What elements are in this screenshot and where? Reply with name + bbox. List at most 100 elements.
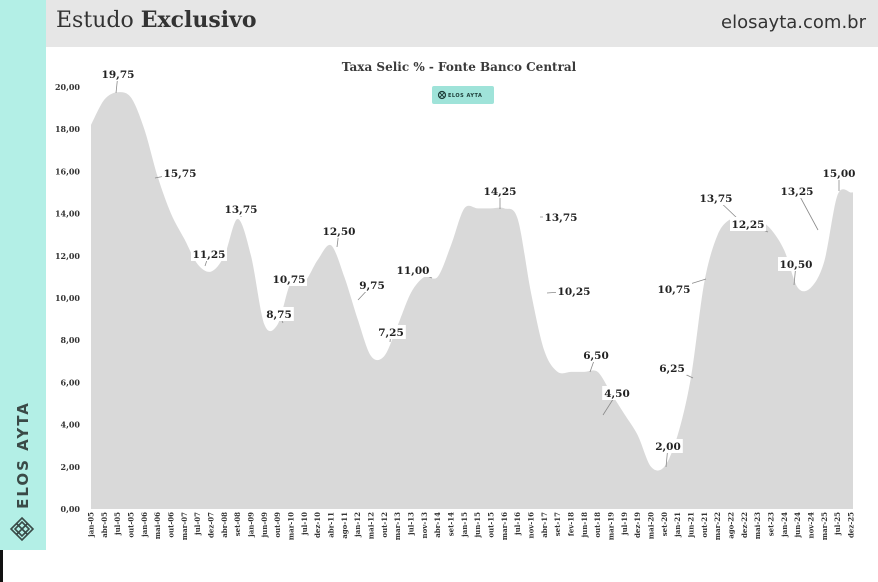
data-label: 15,00 [823,168,856,180]
x-tick-label: nov-24 [807,512,816,539]
x-tick-label: mai-20 [647,512,656,539]
x-tick-label: mar-07 [180,512,189,540]
data-label: 7,25 [378,327,404,339]
x-tick-label: jul-07 [193,512,202,536]
x-tick-label: jan-15 [460,512,469,538]
data-label-box [264,307,294,321]
data-label: 10,75 [658,284,691,296]
data-label-box [191,247,227,261]
corner-mark [0,550,3,582]
data-label-box [730,217,766,231]
x-tick-label: out-21 [700,512,709,538]
data-label-box [821,166,857,180]
data-label: 15,75 [164,168,197,180]
x-tick-label: jan-09 [247,512,256,538]
chart-title: Taxa Selic % - Fonte Banco Central [342,60,577,74]
data-label: 9,75 [359,280,385,292]
data-label-box [581,348,611,362]
data-label: 12,25 [732,219,765,231]
data-label: 11,25 [193,249,226,261]
data-label: 4,50 [604,388,630,400]
x-tick-label: set-17 [553,512,562,536]
data-label-box [778,257,814,271]
data-label: 6,50 [583,350,609,362]
x-tick-label: nov-16 [527,512,536,539]
x-tick-label: jan-24 [780,512,789,538]
data-label: 14,25 [484,186,517,198]
x-tick-label: abr-11 [327,512,336,538]
series-area [91,92,853,509]
page-header: Estudo Exclusivo elosayta.com.br [46,0,878,47]
data-label-box [395,263,431,277]
data-label-box [602,386,632,400]
y-tick-label: 12,00 [55,251,80,261]
elos-ayta-logo-icon [9,516,35,542]
x-tick-label: set-23 [767,512,776,536]
x-tick-label: nov-13 [420,512,429,539]
x-tick-label: jul-13 [407,512,416,536]
y-tick-label: 8,00 [61,335,81,345]
x-tick-label: set-08 [233,512,242,536]
x-tick-label: mar-10 [287,512,296,540]
sidebar-accent-bar [0,0,46,550]
data-label-box [656,282,692,296]
data-label-box [698,191,734,205]
data-label: 10,50 [780,259,813,271]
x-tick-label: dez-07 [207,512,216,538]
x-tick-label: dez-25 [847,512,856,538]
x-tick-label: out-18 [593,512,602,538]
x-tick-label: jul-25 [833,512,842,536]
data-label: 2,00 [655,441,681,453]
data-label-box [376,325,406,339]
x-tick-label: out-06 [167,512,176,538]
data-label-box [556,284,592,298]
x-tick-label: mar-16 [500,512,509,540]
x-tick-label: ago-22 [727,512,736,539]
x-tick-label: mar-19 [607,512,616,540]
x-tick-label: mai-12 [367,512,376,539]
y-tick-label: 4,00 [61,420,81,430]
bottom-strip [0,550,878,582]
x-tick-label: mar-13 [393,512,402,540]
x-tick-label: mar-22 [713,512,722,540]
x-tick-label: ago-11 [340,512,349,539]
data-label-box [271,272,307,286]
x-tick-label: jan-06 [140,512,149,538]
chart-badge: ELOS AYTA [432,86,494,104]
x-tick-label: out-09 [273,512,282,538]
x-tick-label: abr-14 [433,512,442,538]
x-tick-label: mar-25 [820,512,829,540]
data-label: 13,75 [225,204,258,216]
y-tick-label: 10,00 [55,293,80,303]
data-label: 10,75 [273,274,306,286]
x-tick-label: dez-22 [740,512,749,538]
x-tick-label: abr-17 [540,512,549,538]
data-label-box [321,224,357,238]
x-tick-label: jul-16 [513,512,522,536]
data-label: 12,50 [323,226,356,238]
page-title-bold: Exclusivo [140,7,257,33]
x-tick-label: out-05 [127,512,136,538]
y-tick-label: 16,00 [55,166,80,176]
data-label-box [162,166,198,180]
site-url: elosayta.com.br [721,12,866,33]
x-tick-label: fev-18 [567,512,576,536]
data-label: 8,75 [266,309,292,321]
x-tick-label: jul-19 [620,512,629,536]
data-label: 13,75 [700,193,733,205]
data-label-box [223,202,259,216]
x-tick-label: dez-10 [313,512,322,538]
x-tick-label: jun-15 [473,512,482,538]
y-tick-label: 18,00 [55,124,80,134]
y-tick-label: 6,00 [61,377,81,387]
data-label-box [482,184,518,198]
data-label: 19,75 [102,69,135,81]
x-tick-label: out-12 [380,512,389,538]
data-label: 13,75 [545,212,578,224]
data-label-box [357,278,387,292]
x-tick-label: jul-05 [113,512,122,536]
x-tick-label: dez-19 [633,512,642,538]
page-title: Estudo Exclusivo [56,7,257,33]
data-label: 10,25 [558,286,591,298]
